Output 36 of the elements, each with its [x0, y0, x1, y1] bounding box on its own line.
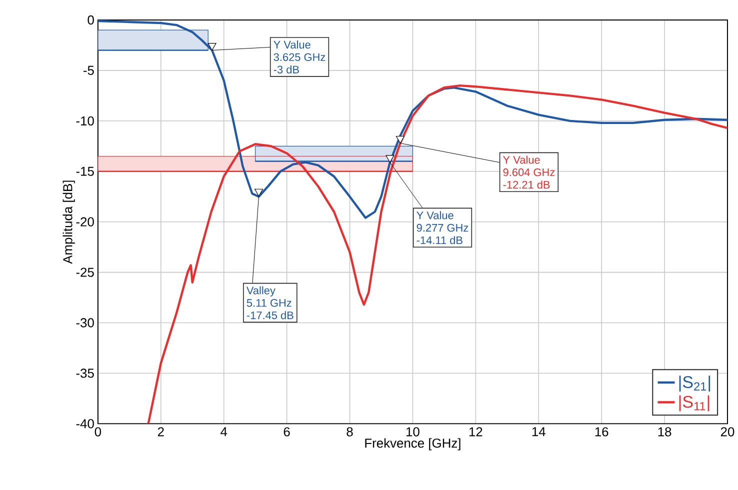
annotation: Y Value: [416, 211, 454, 220]
y-tick-label: -15: [76, 167, 94, 176]
x-tick-label: 12: [469, 427, 482, 436]
annotation: -3 dB: [274, 66, 299, 74]
annotation: 5.11 GHz: [246, 299, 292, 307]
y-tick-label: -25: [76, 268, 94, 278]
y-axis-title: Amplituda [dB]: [62, 180, 75, 264]
legend-label: |S$_{11}$|: [679, 396, 710, 412]
annotation: -17.45 dB: [246, 311, 294, 320]
x-axis-title: Frekvence [GHz]: [365, 438, 460, 450]
y-tick-label: -5: [83, 66, 94, 76]
y-tick-label: -35: [76, 368, 94, 378]
y-tick-label: -20: [76, 217, 94, 227]
y-tick-label: -10: [76, 116, 94, 126]
x-tick-label: 16: [595, 427, 608, 437]
x-tick-label: 14: [532, 427, 546, 436]
annotation: Valley: [246, 286, 276, 297]
y-tick-label: -40: [76, 419, 94, 428]
x-tick-label: 18: [658, 427, 672, 437]
x-tick-label: 8: [346, 427, 353, 437]
annotation: Y Value: [274, 40, 310, 49]
y-tick-label: 0: [88, 16, 94, 25]
annotation: Y Value: [503, 156, 540, 164]
annotation: 3.625 GHz: [274, 53, 326, 62]
annotation: 9.277 GHz: [416, 224, 468, 232]
legend-label: |S$_{21}$|: [679, 376, 710, 392]
x-tick-label: 2: [158, 427, 164, 436]
x-tick-label: 10: [406, 427, 420, 437]
x-tick-label: 4: [220, 427, 228, 436]
annotation: -12.21 dB: [503, 180, 550, 189]
annotation: 9.604 GHz: [503, 168, 555, 176]
x-tick-label: 20: [720, 427, 734, 437]
y-tick-label: -30: [76, 318, 94, 328]
x-tick-label: 0: [94, 427, 102, 437]
annotation: -14.11 dB: [416, 236, 462, 244]
x-tick-label: 6: [284, 427, 290, 437]
